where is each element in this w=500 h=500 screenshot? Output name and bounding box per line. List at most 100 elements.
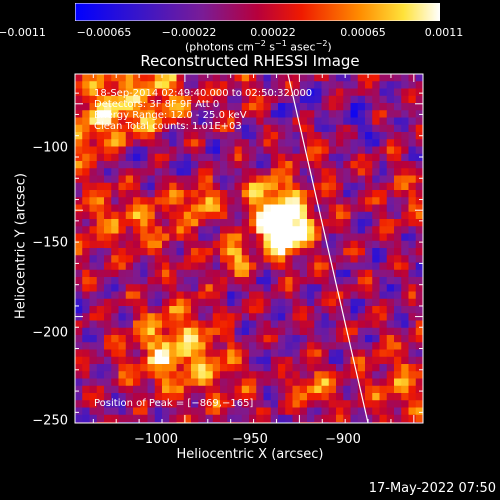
heatmap-cell	[89, 407, 98, 416]
heatmap-cell	[82, 400, 90, 408]
heatmap-cell	[328, 349, 337, 358]
heatmap-cell	[183, 349, 192, 358]
heatmap-cell	[372, 95, 380, 104]
heatmap-cell	[307, 284, 315, 292]
heatmap-cell	[82, 103, 90, 111]
heatmap-cell	[169, 168, 177, 176]
heatmap-cell	[234, 393, 243, 401]
heatmap-cell	[154, 161, 163, 169]
heatmap-cell	[125, 182, 134, 191]
heatmap-cell	[263, 306, 272, 314]
heatmap-cell	[321, 168, 330, 176]
heatmap-cell	[285, 291, 293, 300]
heatmap-cell	[147, 414, 156, 423]
heatmap-cell	[343, 335, 351, 343]
heatmap-cell	[263, 335, 272, 343]
heatmap-cell	[328, 313, 337, 321]
heatmap-cell	[379, 335, 388, 343]
heatmap-cell	[249, 139, 257, 147]
heatmap-cell	[379, 81, 388, 89]
heatmap-cell	[162, 393, 170, 401]
heatmap-cell	[75, 364, 83, 372]
heatmap-cell	[379, 284, 388, 292]
heatmap-cell	[125, 356, 134, 365]
heatmap-cell	[394, 291, 402, 300]
heatmap-cell	[111, 81, 119, 89]
heatmap-cell	[263, 364, 272, 372]
heatmap-cell	[386, 393, 395, 401]
heatmap-cell	[147, 110, 156, 118]
heatmap-cell	[227, 298, 235, 307]
heatmap-cell	[415, 291, 423, 300]
heatmap-cell	[234, 110, 243, 118]
heatmap-cell	[162, 81, 170, 89]
heatmap-cell	[241, 248, 250, 256]
heatmap-cell	[270, 356, 279, 365]
heatmap-cell	[314, 233, 322, 242]
heatmap-cell	[357, 88, 366, 97]
heatmap-cell	[408, 364, 417, 372]
heatmap-cell	[379, 132, 388, 140]
heatmap-cell	[328, 407, 337, 416]
heatmap-cell	[133, 393, 141, 401]
heatmap-cell	[256, 74, 264, 82]
heatmap-cell	[278, 400, 286, 408]
heatmap-cell	[394, 139, 402, 147]
heatmap-cell	[299, 146, 308, 155]
heatmap-cell	[75, 197, 83, 205]
heatmap-cell	[140, 291, 148, 300]
heatmap-cell	[328, 204, 337, 213]
heatmap-cell	[125, 371, 134, 379]
heatmap-cell	[111, 226, 119, 234]
heatmap-cell	[401, 175, 409, 184]
heatmap-cell	[256, 248, 264, 256]
heatmap-cell	[401, 313, 409, 321]
heatmap-cell	[299, 88, 308, 97]
heatmap-cell	[176, 291, 185, 300]
heatmap-cell	[140, 240, 148, 249]
heatmap-cell	[147, 103, 156, 111]
heatmap-cell	[336, 327, 344, 336]
heatmap-cell	[125, 364, 134, 372]
heatmap-cell	[314, 306, 322, 314]
heatmap-cell	[415, 204, 423, 213]
heatmap-cell	[220, 226, 228, 234]
heatmap-cell	[249, 327, 257, 336]
heatmap-cell	[256, 168, 264, 176]
heatmap-cell	[415, 262, 423, 271]
heatmap-cell	[357, 161, 366, 169]
heatmap-cell	[198, 175, 206, 184]
heatmap-cell	[162, 342, 170, 350]
heatmap-cell	[270, 146, 279, 155]
heatmap-cell	[386, 95, 395, 104]
heatmap-cell	[386, 233, 395, 242]
heatmap-cell	[408, 204, 417, 213]
heatmap-cell	[183, 320, 192, 329]
heatmap-cell	[82, 117, 90, 126]
heatmap-cell	[241, 110, 250, 118]
heatmap-cell	[350, 146, 359, 155]
heatmap-cell	[118, 414, 127, 423]
heatmap-cell	[401, 168, 409, 176]
heatmap-cell	[401, 400, 409, 408]
heatmap-cell	[89, 378, 98, 387]
heatmap-cell	[285, 132, 293, 140]
heatmap-cell	[198, 182, 206, 191]
heatmap-cell	[176, 378, 185, 387]
heatmap-cell	[415, 277, 423, 285]
heatmap-cell	[96, 211, 105, 220]
heatmap-cell	[285, 255, 293, 263]
chart-title: Reconstructed RHESSI Image	[140, 52, 360, 70]
heatmap-cell	[241, 211, 250, 220]
heatmap-cell	[343, 74, 351, 82]
heatmap-cell	[183, 146, 192, 155]
heatmap-cell	[191, 233, 199, 242]
heatmap-cell	[263, 371, 272, 379]
heatmap-cell	[96, 349, 105, 358]
heatmap-cell	[415, 190, 423, 198]
heatmap-cell	[408, 88, 417, 97]
heatmap-cell	[82, 393, 90, 401]
heatmap-cell	[256, 117, 264, 126]
heatmap-cell	[227, 255, 235, 263]
heatmap-cell	[176, 175, 185, 184]
